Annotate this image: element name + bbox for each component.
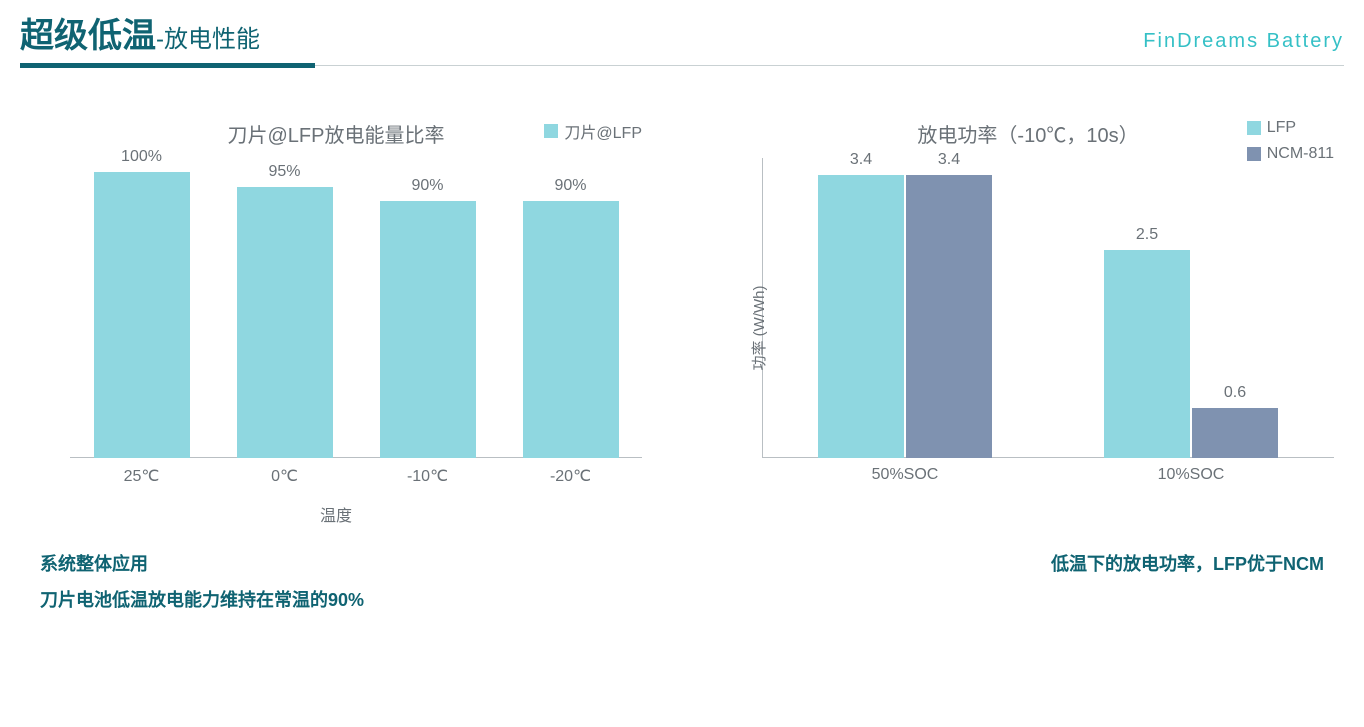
brand-label: FinDreams Battery (1143, 30, 1344, 53)
bar-group: 100% (94, 172, 190, 458)
caption-line: 低温下的放电功率，LFP优于NCM (1051, 546, 1324, 582)
bar: 95% (237, 187, 333, 458)
legend-swatch (1247, 121, 1261, 135)
bar: 3.4 (906, 175, 992, 458)
chart-right-bars: 3.43.42.50.6 (762, 158, 1334, 458)
chart-left-bars: 100% 95% 90% 90% (70, 158, 642, 458)
bar-group: 90% (380, 201, 476, 458)
chart-left: 刀片@LFP放电能量比率 刀片@LFP 100%95%90%90% 25℃0℃-… (30, 119, 642, 526)
bar: 2.5 (1104, 250, 1190, 458)
bar: 100% (94, 172, 190, 458)
bar-value-label: 2.5 (1136, 226, 1158, 244)
header-rule (20, 63, 1344, 69)
bar-group: 90% (523, 201, 619, 458)
bar-group: 2.50.6 (1104, 250, 1278, 458)
bar-value-label: 0.6 (1224, 384, 1246, 402)
rule-thick (20, 63, 315, 68)
captions-row: 系统整体应用刀片电池低温放电能力维持在常温的90% 低温下的放电功率，LFP优于… (0, 526, 1364, 618)
chart-right-title: 放电功率（-10℃，10s） (722, 119, 1334, 148)
xtick-label: 25℃ (94, 458, 190, 498)
title-left: 超级低温-放电性能 (20, 8, 260, 57)
chart-left-plot: 100% 95% 90% 90% 25℃ 0℃ -10℃ -20℃ (30, 158, 642, 498)
caption-line: 系统整体应用 (40, 546, 364, 582)
bar-group: 3.43.4 (818, 175, 992, 458)
legend-label: LFP (1267, 119, 1296, 137)
bar-group: 95% (237, 187, 333, 458)
xtick-label: 50%SOC (818, 458, 992, 498)
caption-right: 低温下的放电功率，LFP优于NCM (1051, 546, 1324, 618)
bar: 90% (523, 201, 619, 458)
title-row: 超级低温-放电性能 FinDreams Battery (20, 8, 1344, 57)
legend-item: LFP (1247, 119, 1334, 137)
caption-left: 系统整体应用刀片电池低温放电能力维持在常温的90% (40, 546, 364, 618)
chart-right: 放电功率（-10℃，10s） LFPNCM-811 功率 (W/Wh) 3.43… (722, 119, 1334, 526)
legend-swatch (544, 124, 558, 138)
bar-value-label: 90% (554, 177, 586, 195)
bar-value-label: 100% (121, 148, 162, 166)
title-sub: 放电性能 (164, 26, 260, 53)
bar-value-label: 3.4 (850, 151, 872, 169)
bar: 3.4 (818, 175, 904, 458)
chart-right-plot: 功率 (W/Wh) 3.43.42.50.6 50%SOC10%SOC (722, 158, 1334, 498)
bar-value-label: 3.4 (938, 151, 960, 169)
title-main: 超级低温 (20, 17, 156, 55)
bar: 0.6 (1192, 408, 1278, 458)
xtick-label: -10℃ (380, 458, 476, 498)
xtick-label: -20℃ (523, 458, 619, 498)
chart-left-legend: 刀片@LFP (544, 119, 642, 143)
chart-left-xlabel: 温度 (30, 502, 642, 526)
bar: 90% (380, 201, 476, 458)
chart-left-xticks: 25℃ 0℃ -10℃ -20℃ (70, 458, 642, 498)
chart-right-xticks: 50%SOC 10%SOC (762, 458, 1334, 498)
header: 超级低温-放电性能 FinDreams Battery (0, 0, 1364, 69)
chart-right-legend: LFPNCM-811 (1247, 119, 1334, 163)
title-sep: - (156, 26, 164, 53)
legend-label: 刀片@LFP (564, 119, 642, 143)
xtick-label: 10%SOC (1104, 458, 1278, 498)
bar-value-label: 90% (411, 177, 443, 195)
xtick-label: 0℃ (237, 458, 333, 498)
bar-value-label: 95% (268, 163, 300, 181)
legend-item: 刀片@LFP (544, 119, 642, 143)
charts-row: 刀片@LFP放电能量比率 刀片@LFP 100%95%90%90% 25℃0℃-… (0, 69, 1364, 526)
caption-line: 刀片电池低温放电能力维持在常温的90% (40, 582, 364, 618)
